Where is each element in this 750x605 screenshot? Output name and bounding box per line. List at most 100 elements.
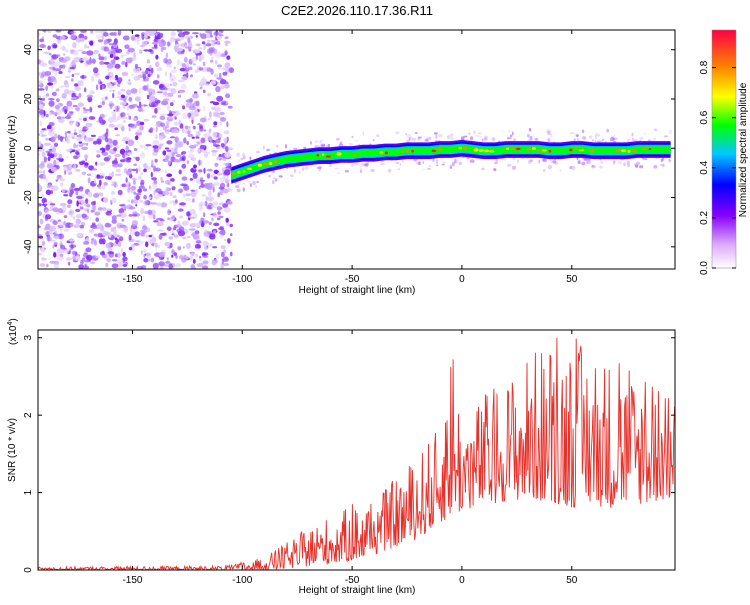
noise-speck <box>103 156 110 162</box>
noise-speck <box>100 101 103 107</box>
noise-speck <box>184 198 192 201</box>
noise-speck <box>184 65 190 72</box>
halo-speck <box>276 144 279 148</box>
noise-speck <box>217 192 220 198</box>
noise-speck <box>217 40 221 46</box>
halo-speck <box>668 130 673 134</box>
noise-speck <box>165 260 171 264</box>
noise-speck <box>52 244 55 249</box>
noise-speck <box>98 53 101 58</box>
halo-speck <box>589 135 593 139</box>
noise-speck <box>212 186 215 193</box>
noise-speck <box>106 252 109 259</box>
noise-speck <box>175 114 178 117</box>
noise-speck <box>115 145 120 149</box>
noise-speck <box>171 233 175 236</box>
noise-speck <box>151 41 158 45</box>
halo-speck <box>436 164 439 167</box>
noise-speck <box>220 245 226 250</box>
noise-speck <box>182 31 190 35</box>
noise-speck <box>59 116 67 119</box>
noise-speck <box>163 57 168 64</box>
noise-speck <box>65 257 73 261</box>
halo-speck <box>573 138 576 142</box>
noise-speck <box>218 215 224 219</box>
colorbar-gradient <box>712 30 736 268</box>
noise-speck <box>143 253 146 258</box>
noise-speck <box>190 104 194 111</box>
noise-speck <box>79 224 85 229</box>
noise-speck <box>108 43 113 46</box>
noise-speck <box>43 52 50 54</box>
noise-speck <box>150 171 153 178</box>
noise-speck <box>47 82 54 86</box>
halo-speck <box>314 140 319 143</box>
halo-speck <box>506 163 512 167</box>
noise-speck <box>146 84 149 88</box>
noise-speck <box>83 117 87 122</box>
halo-speck <box>294 169 297 173</box>
core-speck <box>321 153 325 156</box>
noise-speck <box>78 92 82 98</box>
halo-speck <box>474 135 479 137</box>
noise-speck <box>178 188 184 194</box>
noise-speck <box>80 199 86 205</box>
noise-speck <box>91 205 97 212</box>
noise-speck <box>113 229 117 235</box>
noise-speck <box>203 129 207 132</box>
noise-speck <box>165 120 170 126</box>
figure-title: C2E2.2026.110.17.36.R11 <box>281 3 433 18</box>
core-speck <box>473 148 479 152</box>
noise-speck <box>143 200 149 206</box>
core-speck <box>515 147 521 151</box>
noise-speck <box>199 126 204 132</box>
noise-speck <box>208 243 213 247</box>
halo-speck <box>249 156 252 160</box>
noise-speck <box>212 131 218 138</box>
noise-speck <box>166 149 172 152</box>
noise-speck <box>49 260 56 264</box>
noise-speck <box>62 248 70 254</box>
noise-speck <box>70 182 76 189</box>
noise-speck <box>211 260 217 266</box>
halo-speck <box>240 157 244 161</box>
noise-speck <box>46 163 54 169</box>
noise-speck <box>147 74 151 78</box>
halo-speck <box>517 159 520 164</box>
noise-speck <box>38 140 42 147</box>
halo-speck <box>242 187 245 192</box>
halo-speck <box>597 133 600 137</box>
noise-speck <box>114 63 121 69</box>
noise-speck <box>226 121 229 128</box>
noise-speck <box>94 30 102 33</box>
noise-speck <box>38 82 42 86</box>
noise-speck <box>125 177 128 183</box>
noise-speck <box>211 56 214 60</box>
noise-speck <box>78 144 84 148</box>
halo-speck <box>334 167 339 170</box>
noise-speck <box>46 263 49 268</box>
noise-speck <box>103 197 109 203</box>
noise-speck <box>162 190 170 196</box>
noise-speck <box>73 187 80 192</box>
core-speck <box>578 149 585 152</box>
noise-speck <box>97 39 103 43</box>
noise-speck <box>146 88 154 93</box>
noise-speck <box>162 98 170 102</box>
core-speck <box>548 150 552 153</box>
noise-speck <box>83 162 89 168</box>
halo-speck <box>302 166 305 172</box>
noise-speck <box>229 251 233 257</box>
noise-speck <box>121 116 128 119</box>
noise-speck <box>58 208 63 213</box>
noise-speck <box>106 208 112 211</box>
core-speck <box>341 152 347 156</box>
core-speck <box>653 147 658 150</box>
noise-speck <box>113 147 117 152</box>
noise-speck <box>42 169 46 176</box>
noise-speck <box>151 115 157 118</box>
noise-speck <box>130 185 137 191</box>
core-speck <box>574 147 578 150</box>
noise-speck <box>150 67 154 74</box>
